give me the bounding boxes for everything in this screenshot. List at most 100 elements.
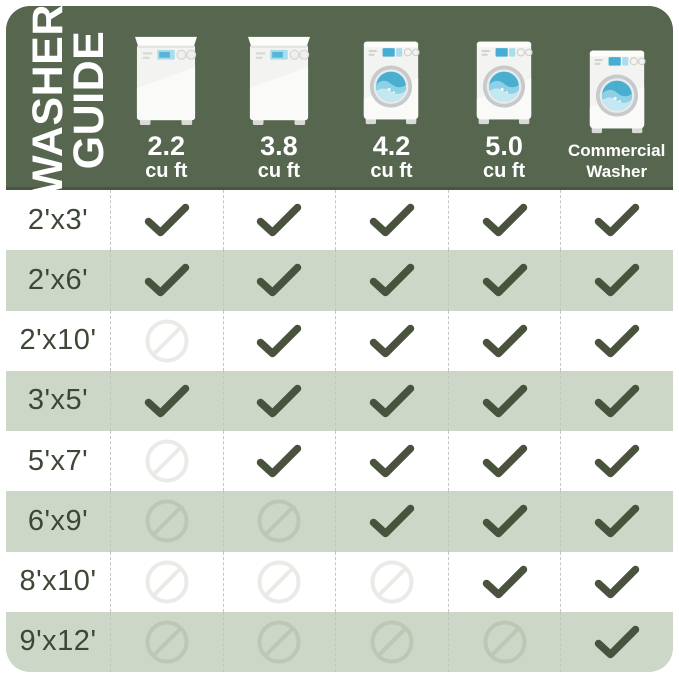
front-load-washer-icon [364, 41, 421, 124]
capacity-label: 3.8 [260, 130, 298, 161]
check-icon [482, 384, 527, 418]
table-row: 5'x7' [6, 431, 673, 492]
compatibility-cell [560, 250, 673, 311]
compatibility-cell [110, 551, 223, 612]
compatibility-cell [335, 551, 448, 612]
header-columns: 2.2 cu ft 3.8 cu ft 4.2 [110, 6, 673, 190]
washer-column-header: 2.2 cu ft [110, 6, 223, 190]
compatibility-cell [560, 190, 673, 251]
not-suitable-icon [145, 439, 189, 483]
compatibility-cell [222, 431, 336, 492]
check-icon [144, 384, 190, 418]
check-icon [482, 203, 527, 237]
capacity-label: Commercial [568, 141, 666, 161]
compatibility-cell [335, 190, 448, 251]
capacity-label: 5.0 [485, 130, 523, 161]
page-title-line2: GUIDE [65, 30, 113, 170]
top-load-washer-icon [135, 36, 198, 125]
check-icon [482, 324, 527, 357]
check-icon [144, 203, 190, 237]
compatibility-cell [222, 551, 336, 612]
compatibility-cell [222, 370, 336, 431]
check-icon [369, 264, 415, 297]
check-icon [594, 203, 640, 237]
front-load-washer-icon [589, 50, 646, 134]
compatibility-cell [222, 250, 336, 311]
compatibility-cell [335, 310, 448, 371]
compatibility-cell [110, 611, 223, 672]
compatibility-cell [222, 310, 336, 371]
check-icon [369, 444, 415, 478]
rug-size-label: 2'x6' [27, 263, 89, 296]
compatibility-cell [447, 310, 561, 371]
compatibility-cell [447, 431, 561, 492]
rug-size-label: 9'x12' [19, 625, 97, 658]
table-row: 2'x10' [6, 310, 673, 371]
check-icon [594, 625, 640, 659]
check-icon [594, 505, 640, 538]
rug-size-label: 5'x7' [27, 444, 89, 477]
title-cell: WASHER GUIDE [6, 6, 113, 196]
compatibility-cell [222, 611, 336, 672]
capacity-unit-label: cu ft [145, 160, 188, 182]
check-icon [594, 565, 640, 598]
check-icon [594, 264, 640, 297]
compatibility-cell [447, 250, 561, 311]
compatibility-cell [110, 370, 223, 431]
washer-column-header: 5.0 cu ft [448, 6, 561, 190]
not-suitable-icon [145, 499, 189, 543]
capacity-unit-label: cu ft [257, 160, 300, 182]
not-suitable-icon [145, 560, 189, 604]
compatibility-cell [335, 491, 448, 552]
check-icon [257, 384, 302, 418]
washer-column-header: Commercial Washer [560, 6, 673, 190]
check-icon [482, 264, 527, 297]
table-row: 8'x10' [6, 551, 673, 612]
header: WASHER GUIDE 2.2 cu ft 3.8 cu ft [6, 6, 673, 196]
table-row: 3'x5' [6, 370, 673, 431]
capacity-label: 2.2 [147, 130, 186, 161]
not-suitable-icon [145, 620, 189, 664]
check-icon [482, 505, 527, 538]
check-icon [369, 324, 415, 357]
compatibility-cell [110, 310, 223, 371]
compatibility-cell [447, 190, 561, 251]
page-title: WASHER GUIDE [24, 6, 113, 196]
washer-column-header: 3.8 cu ft [223, 6, 336, 190]
compatibility-cell [447, 370, 561, 431]
compatibility-cell [447, 551, 561, 612]
not-suitable-icon [370, 620, 414, 664]
table-row: 6'x9' [6, 491, 673, 552]
compatibility-cell [447, 611, 561, 672]
not-suitable-icon [257, 499, 301, 543]
compatibility-cell [560, 491, 673, 552]
not-suitable-icon [483, 620, 527, 664]
compatibility-cell [335, 611, 448, 672]
rug-size-label: 8'x10' [19, 565, 97, 598]
table-row: 9'x12' [6, 611, 673, 672]
compatibility-cell [335, 431, 448, 492]
check-icon [257, 324, 302, 357]
not-suitable-icon [257, 560, 301, 604]
table-row: 2'x6' [6, 250, 673, 311]
washer-guide-card: WASHER GUIDE 2.2 cu ft 3.8 cu ft [6, 6, 673, 672]
check-icon [594, 384, 640, 418]
check-icon [594, 324, 640, 357]
check-icon [482, 444, 527, 478]
compatibility-table: 2'x3' 2'x6' 2'x10' 3'x5' 5'x7' [6, 190, 673, 672]
front-load-washer-icon [476, 41, 533, 124]
check-icon [369, 203, 415, 237]
compatibility-cell [560, 611, 673, 672]
compatibility-cell [335, 370, 448, 431]
top-load-washer-icon [247, 36, 310, 125]
check-icon [369, 505, 415, 538]
table-row: 2'x3' [6, 190, 673, 251]
check-icon [144, 264, 190, 297]
compatibility-cell [110, 190, 223, 251]
compatibility-cell [335, 250, 448, 311]
not-suitable-icon [370, 560, 414, 604]
compatibility-cell [110, 491, 223, 552]
compatibility-cell [447, 491, 561, 552]
check-icon [482, 565, 527, 598]
compatibility-cell [560, 431, 673, 492]
